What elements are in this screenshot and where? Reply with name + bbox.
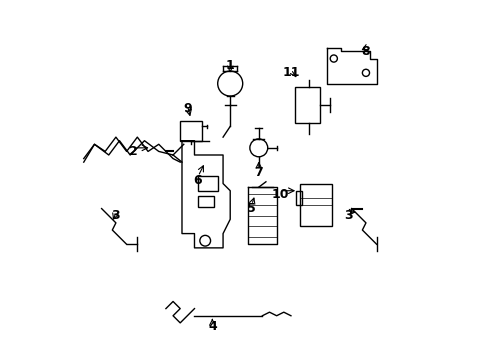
Text: 5: 5 [247,202,256,215]
Text: 1: 1 [225,59,234,72]
Text: 8: 8 [361,45,369,58]
Text: 4: 4 [207,320,216,333]
Text: 2: 2 [129,145,138,158]
Text: 3: 3 [111,209,120,222]
Text: 9: 9 [183,102,191,115]
Text: 3: 3 [343,209,352,222]
Bar [198,196,214,207]
Text: 10: 10 [271,188,288,201]
Text: 7: 7 [254,166,263,179]
Text: 6: 6 [193,174,202,186]
Text: 11: 11 [282,66,299,79]
Bar [198,176,217,191]
